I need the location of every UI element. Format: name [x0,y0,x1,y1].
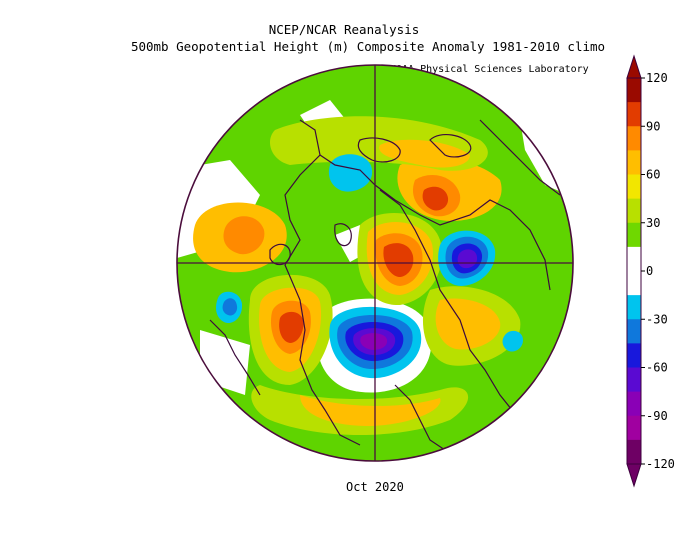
colorbar-tick-label: -90 [646,409,668,423]
colorbar-segment [627,295,641,320]
ridge-top-band-60 [379,139,470,168]
colorbar-segment [627,222,641,248]
colorbar-segment [627,343,641,368]
colorbar-segment [627,319,641,344]
ridge-pacific-120 [279,311,304,343]
colorbar-segment [627,198,641,224]
coastlines [209,119,561,451]
colorbar-tick-label: 30 [646,216,660,230]
ridge-atlantic-60 [223,216,265,255]
colorbar-tick-label: 60 [646,168,660,182]
chart-title: NCEP/NCAR Reanalysis [268,22,420,37]
colorbar-tick-label: 120 [646,71,668,85]
trough-west-60 [222,298,238,316]
trough-main-core [360,333,388,350]
colorbar-segment [627,246,641,272]
colorbar-segment [627,150,641,175]
colorbar-tick-label: 90 [646,119,660,133]
colorbar-segment [627,367,641,393]
ridge-south-band-60 [300,395,441,426]
ridge-siberia-90 [422,186,449,211]
colorbar-segment [627,78,641,103]
ridge-pole-120 [383,243,414,277]
colorbar-bottom-arrow [626,463,642,488]
trough-east-30 [502,330,523,352]
colorbar-segment [627,415,641,441]
colorbar-tick-label: -120 [646,457,675,471]
colorbar-segment [627,174,641,200]
colorbar-ticks: 120 90 60 30 0 -30 -60 -90 -120 [641,71,675,471]
map-border [176,64,574,462]
colorbar-tick-label: -60 [646,361,668,375]
trough-kamchatka-30 [328,154,373,192]
ridge-east-60 [435,298,501,350]
colorbar-tick-label: -30 [646,312,668,326]
date-label: Oct 2020 [346,480,404,494]
colorbar-segment [627,271,641,296]
credit-label: NOAA Physical Sciences Laboratory [390,64,589,75]
colorbar-segment [627,102,641,127]
colorbar-segment [627,439,641,465]
colorbar-segments [626,77,642,465]
chart-subtitle: 500mb Geopotential Height (m) Composite … [130,39,606,54]
colorbar-segment [627,391,641,417]
colorbar-segment [627,126,641,151]
colorbar-top-arrow [626,54,642,79]
colorbar-tick-label: 0 [646,264,653,278]
